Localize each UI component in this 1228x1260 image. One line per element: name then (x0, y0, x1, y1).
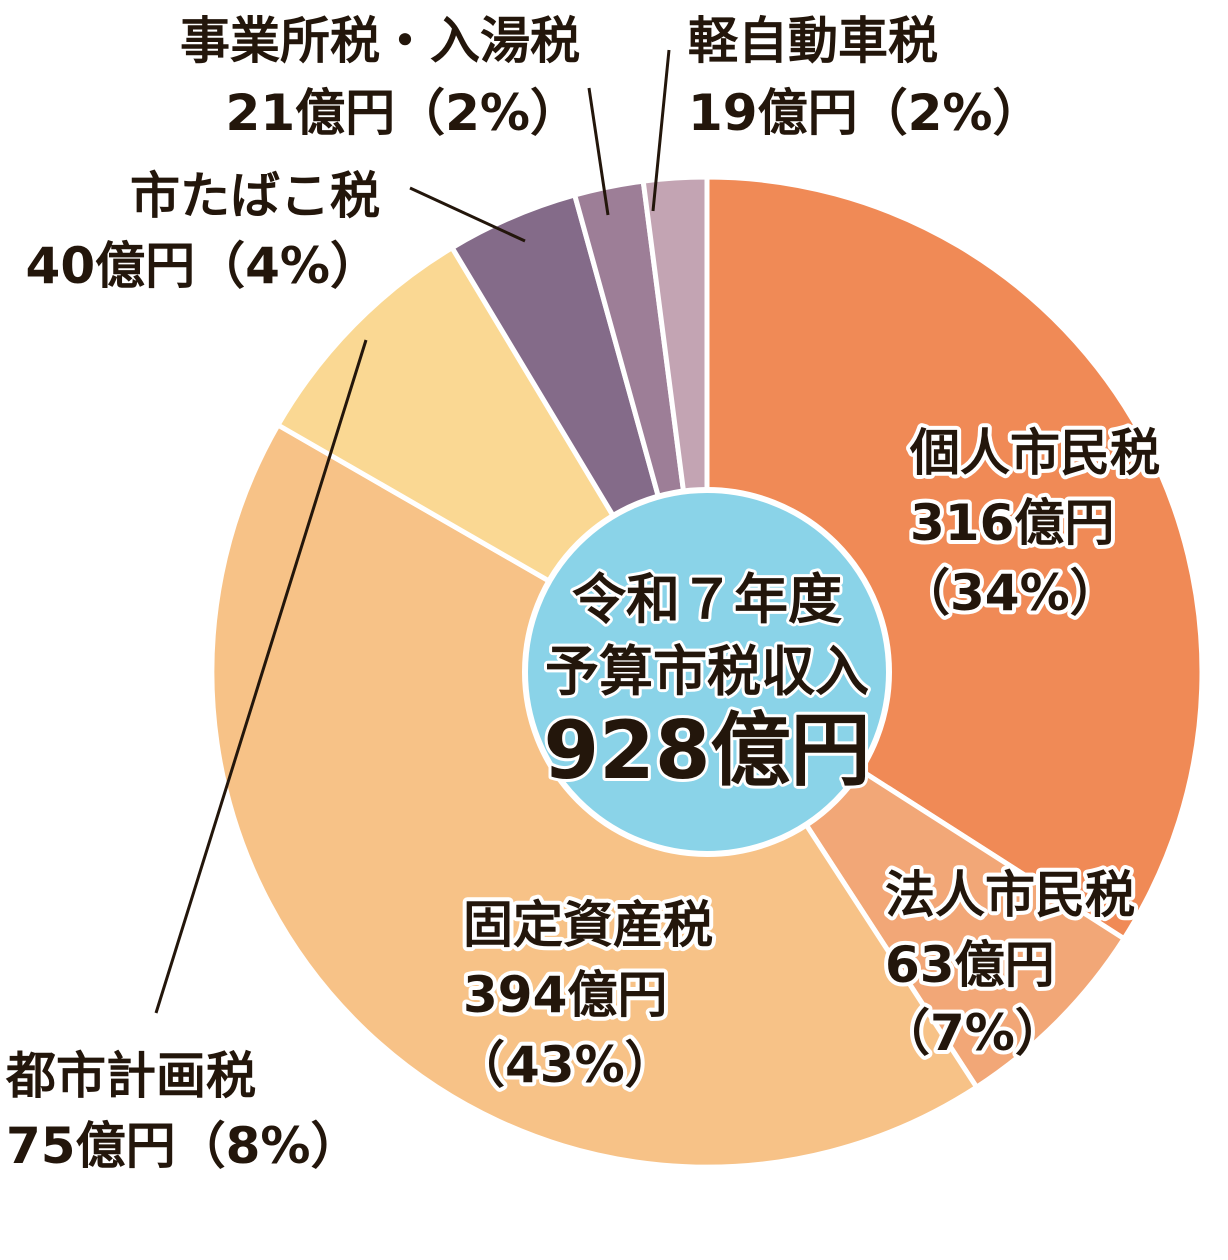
label-keijidosha: 軽自動車税 19億円（2%） (688, 12, 1042, 142)
leader-line-tabako (409, 186, 526, 243)
leader-line-keijidosha (651, 49, 671, 212)
label-tabako-amount-pct: 40億円（4%） (26, 237, 380, 295)
label-jigyosho-amount-pct: 21億円（2%） (226, 84, 580, 142)
label-hojin-name: 法人市民税 (885, 866, 1135, 924)
label-tabako: 市たばこ税 40億円（4%） (26, 167, 380, 295)
label-hojin-amount: 63億円 (885, 936, 1055, 994)
label-kotei-name: 固定資産税 (463, 896, 713, 954)
label-toshi: 都市計画税 75億円（8%） (5, 1047, 360, 1175)
label-tabako-name: 市たばこ税 (130, 167, 380, 225)
center-label-line2: 予算市税収入 (545, 640, 869, 703)
center-circle (522, 487, 892, 857)
center-label-line1: 令和７年度 (572, 568, 842, 631)
leader-line-toshi (154, 339, 368, 1014)
label-kojin-pct: （34%） (900, 564, 1120, 622)
label-keijidosha-name: 軽自動車税 (688, 12, 938, 70)
label-jigyosho-name: 事業所税・入湯税 (180, 12, 580, 70)
label-jigyosho: 事業所税・入湯税 21億円（2%） (180, 12, 580, 142)
label-kotei-pct: （43%） (455, 1036, 675, 1094)
label-hojin: 法人市民税 63億円 （7%） (876, 862, 1139, 1066)
leader-line-jigyosho (587, 87, 610, 216)
label-kotei: 固定資産税 394億円 （43%） (451, 892, 717, 1098)
label-kotei-amount: 394億円 (463, 966, 667, 1024)
leader-lines (154, 49, 671, 1014)
label-kojin-name: 個人市民税 (909, 424, 1160, 482)
label-kojin-amount: 316億円 (910, 494, 1114, 552)
center-label-total: 928億円 (544, 704, 871, 797)
label-toshi-amount-pct: 75億円（8%） (6, 1117, 360, 1175)
label-kojin: 個人市民税 316億円 （34%） (896, 420, 1164, 626)
label-keijidosha-amount-pct: 19億円（2%） (688, 84, 1042, 142)
label-toshi-name: 都市計画税 (5, 1047, 256, 1105)
label-hojin-pct: （7%） (880, 1004, 1065, 1062)
